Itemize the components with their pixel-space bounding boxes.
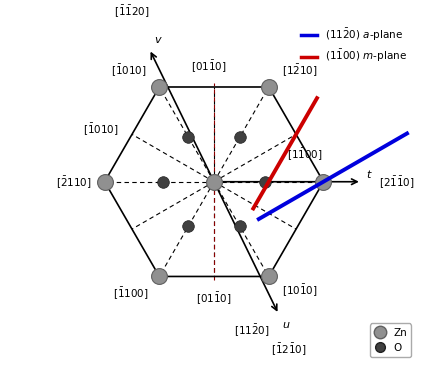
Text: $[01\bar{1}0]$: $[01\bar{1}0]$	[196, 289, 231, 306]
Point	[159, 179, 166, 185]
Point	[155, 84, 162, 90]
Text: $[\bar{1}\bar{1}20]$: $[\bar{1}\bar{1}20]$	[114, 3, 149, 19]
Point	[265, 84, 272, 90]
Text: $[\bar{2}110]$: $[\bar{2}110]$	[56, 174, 91, 190]
Text: $[2\bar{1}\bar{1}0]$: $[2\bar{1}\bar{1}0]$	[378, 174, 414, 190]
Point	[155, 273, 162, 279]
Point	[184, 223, 191, 229]
Text: $[1\bar{2}10]$: $[1\bar{2}10]$	[281, 62, 317, 78]
Text: $u$: $u$	[281, 320, 290, 330]
Point	[261, 179, 268, 185]
Text: $[1\bar{1}00]$: $[1\bar{1}00]$	[286, 146, 322, 162]
Text: $[\bar{1}010]$: $[\bar{1}010]$	[110, 62, 146, 78]
Point	[210, 179, 217, 185]
Point	[265, 273, 272, 279]
Text: $[\bar{1}2\bar{1}0]$: $[\bar{1}2\bar{1}0]$	[271, 342, 307, 357]
Point	[101, 179, 108, 185]
Text: $[10\bar{1}0]$: $[10\bar{1}0]$	[281, 282, 317, 298]
Point	[184, 134, 191, 140]
Text: $t$: $t$	[365, 168, 372, 180]
Text: $v$: $v$	[153, 35, 162, 45]
Text: $[\bar{1}010]$: $[\bar{1}010]$	[83, 121, 119, 137]
Text: $[\bar{1}100]$: $[\bar{1}100]$	[113, 285, 148, 301]
Legend: Zn, O: Zn, O	[370, 323, 410, 357]
Point	[236, 223, 243, 229]
Point	[236, 134, 243, 140]
Text: $[01\bar{1}0]$: $[01\bar{1}0]$	[190, 58, 226, 74]
Point	[319, 179, 326, 185]
Text: $[11\bar{2}0]$: $[11\bar{2}0]$	[234, 322, 269, 338]
